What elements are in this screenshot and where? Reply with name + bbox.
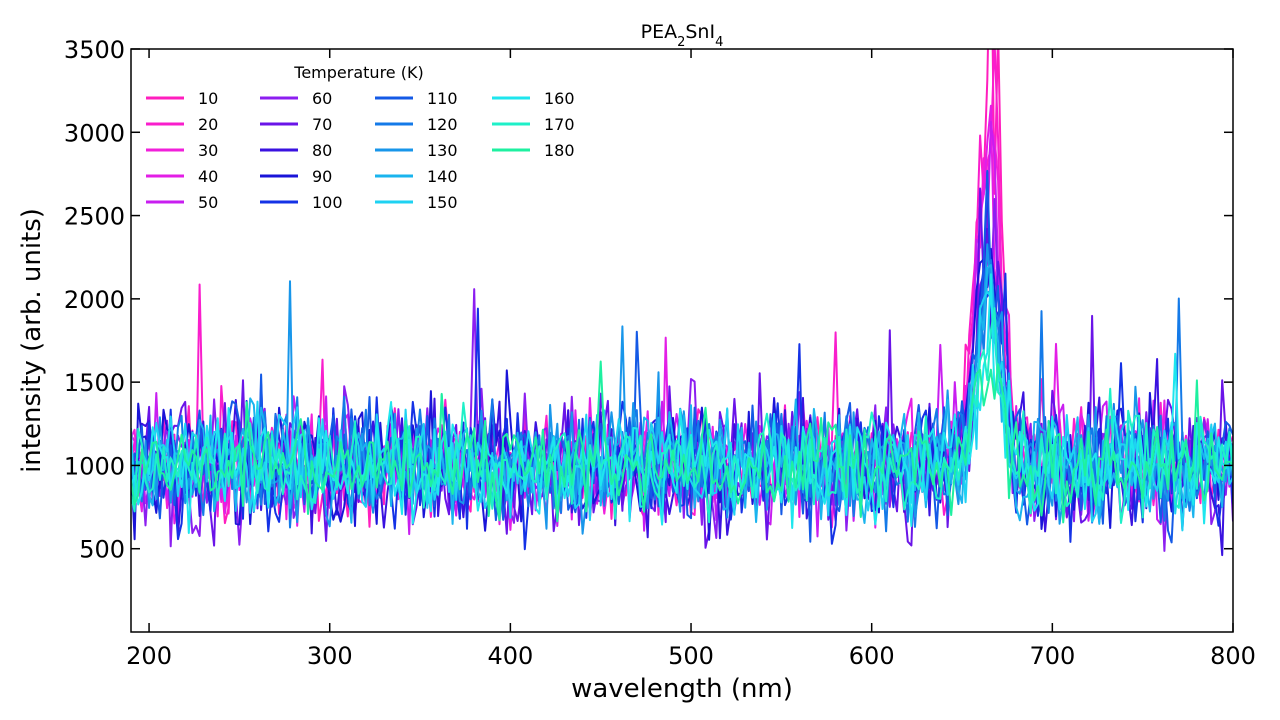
legend-label-140: 140 [427,167,458,186]
x-tick-label-400: 400 [487,642,533,670]
x-tick-label-300: 300 [307,642,353,670]
legend-label-40: 40 [198,167,218,186]
x-tick-label-600: 600 [849,642,895,670]
legend: Temperature (K) 10 20 30 40 50 60 70 80 90 100 110… [146,63,575,212]
legend-label-110: 110 [427,89,458,108]
legend-label-70: 70 [312,115,332,134]
y-tick-label-2500: 2500 [64,203,125,231]
legend-label-180: 180 [544,141,575,160]
chart-title: PEA2SnI4 [641,21,724,50]
legend-label-50: 50 [198,193,218,212]
legend-label-160: 160 [544,89,575,108]
y-tick-label-1500: 1500 [64,369,125,397]
series-line-160 [131,273,1233,534]
x-tick-label-200: 200 [126,642,172,670]
legend-label-80: 80 [312,141,332,160]
legend-label-130: 130 [427,141,458,160]
plot-frame [130,48,1234,633]
series-lines [131,49,1233,557]
x-tick-label-700: 700 [1029,642,1075,670]
legend-label-10: 10 [198,89,218,108]
legend-title: Temperature (K) [293,63,423,82]
x-tick-label-500: 500 [668,642,714,670]
legend-label-120: 120 [427,115,458,134]
legend-label-170: 170 [544,115,575,134]
series-line-180 [131,360,1233,524]
legend-label-30: 30 [198,141,218,160]
axis-ticks: 200 300 400 500 600 700 800 500 1000 1500 2000 2500… [64,36,1256,670]
y-tick-label-3500: 3500 [64,36,125,64]
legend-label-90: 90 [312,167,332,186]
x-axis-label: wavelength (nm) [571,674,793,704]
y-tick-label-3000: 3000 [64,119,125,147]
y-tick-label-1000: 1000 [64,452,125,480]
y-tick-label-500: 500 [79,536,125,564]
x-tick-label-800: 800 [1210,642,1256,670]
legend-label-20: 20 [198,115,218,134]
y-axis-label: intensity (arb. units) [17,208,47,473]
legend-label-100: 100 [312,193,343,212]
legend-label-150: 150 [427,193,458,212]
series-line-150 [131,290,1233,532]
y-tick-label-2000: 2000 [64,286,125,314]
legend-label-60: 60 [312,89,332,108]
